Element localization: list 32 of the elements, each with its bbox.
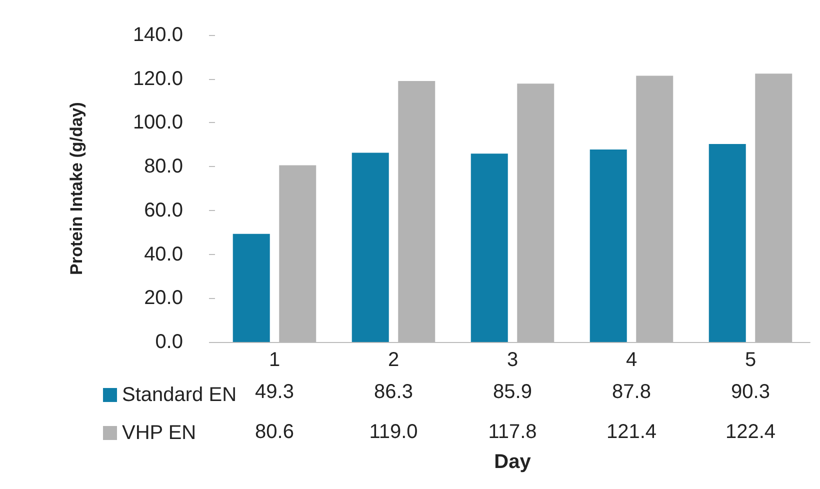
data-label: 117.8 <box>488 421 537 443</box>
bar <box>352 152 389 342</box>
y-tick-label: 100.0 <box>132 112 183 134</box>
y-tick-label: 120.0 <box>132 68 183 90</box>
x-tick-label: 5 <box>744 349 756 371</box>
x-tick-label: 2 <box>388 349 400 371</box>
y-tick-label: 60.0 <box>144 199 183 222</box>
legend-label: VHP EN <box>122 422 196 444</box>
data-label: 86.3 <box>374 381 413 403</box>
y-tick-label: 80.0 <box>144 156 183 178</box>
bar <box>590 149 627 342</box>
x-axis-title: Day <box>494 451 532 473</box>
y-tick-label: 40.0 <box>144 243 183 266</box>
data-label: 122.4 <box>725 421 776 443</box>
y-axis-title: Protein Intake (g/day) <box>67 102 86 275</box>
legend-label: Standard EN <box>122 384 237 406</box>
bar <box>232 234 270 342</box>
x-tick-label: 1 <box>268 349 280 371</box>
x-tick-label: 3 <box>506 349 518 371</box>
data-label: 119.0 <box>369 421 418 443</box>
data-label: 121.4 <box>606 421 657 443</box>
bar <box>470 154 508 342</box>
data-label: 80.6 <box>255 421 294 443</box>
data-label: 49.3 <box>255 381 294 403</box>
data-label: 85.9 <box>493 381 532 403</box>
y-tick-label: 140.0 <box>132 24 183 46</box>
y-tick-label: 20.0 <box>144 287 183 310</box>
data-label: 87.8 <box>612 381 651 403</box>
x-tick-label: 4 <box>626 349 638 371</box>
y-tick-label: 0.0 <box>155 331 183 353</box>
bar <box>708 144 746 342</box>
data-label: 90.3 <box>731 381 770 403</box>
